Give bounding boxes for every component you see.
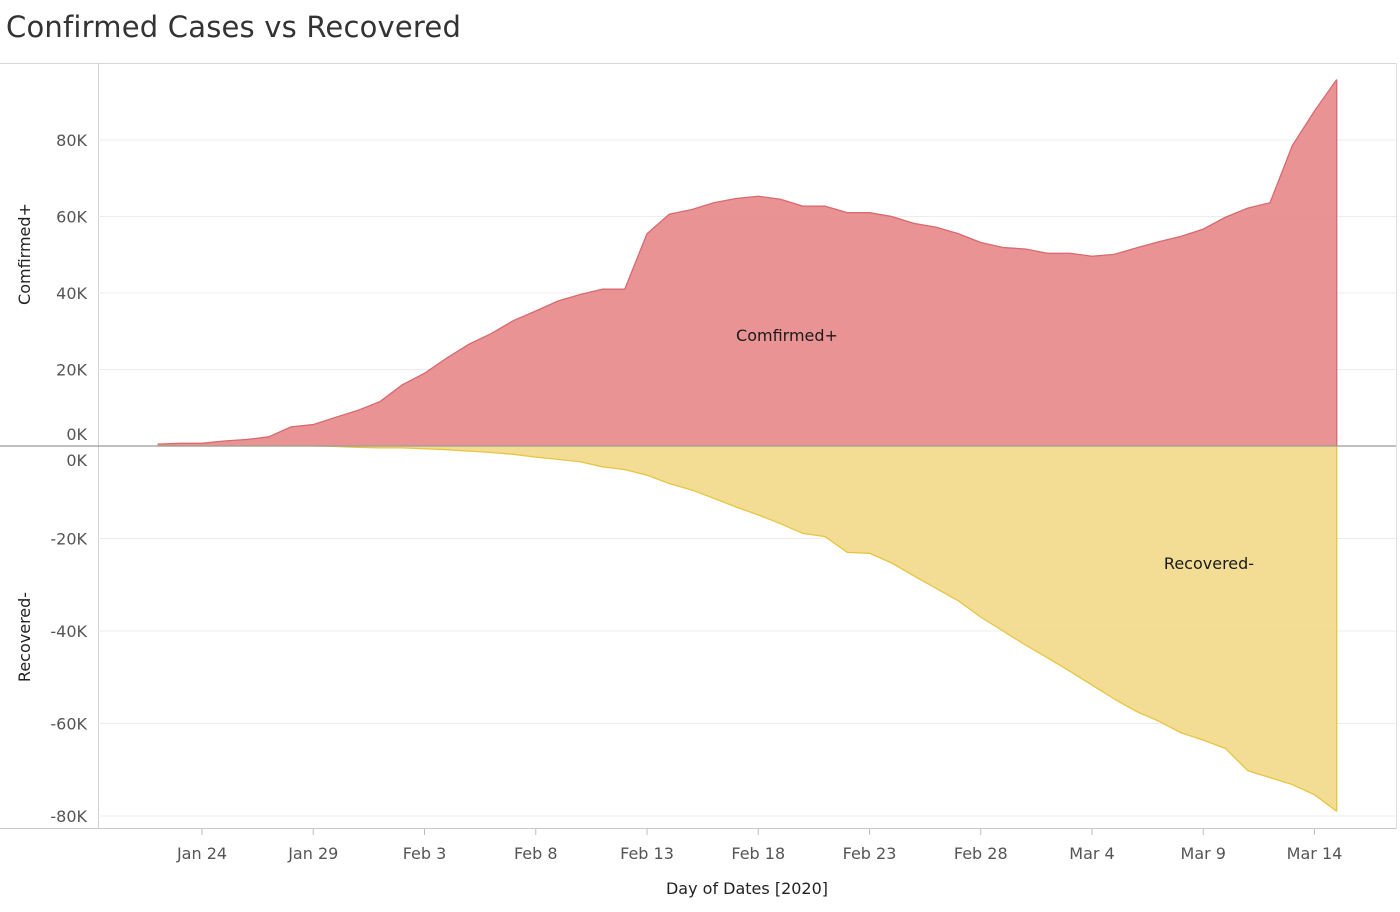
- x-tick-label-feb-13: Feb 13: [620, 844, 674, 863]
- x-tick-label-jan-29: Jan 29: [287, 844, 338, 863]
- series-line-recovered: [157, 445, 1338, 812]
- y-tick-label-recovered--40K: -40K: [50, 622, 87, 641]
- y-tick-label-confirmed-40K: 40K: [56, 284, 87, 303]
- x-tick-label-feb-23: Feb 23: [843, 844, 897, 863]
- x-axis-ticks: Jan 24 Jan 29 Feb 3 Feb 8 Feb 13 Feb 18 Feb 23…: [176, 829, 1342, 863]
- x-axis-title: Day of Dates [2020]: [666, 879, 828, 898]
- y-tick-label-recovered--80K: -80K: [50, 807, 87, 826]
- x-tick-label-feb-28: Feb 28: [954, 844, 1008, 863]
- area-recovered: [157, 446, 1337, 812]
- x-tick-label-feb-8: Feb 8: [514, 844, 558, 863]
- y-axis-title-confirmed: Comfirmed+: [15, 203, 34, 305]
- data-areas: [157, 79, 1338, 812]
- area-label-confirmed: Comfirmed+: [736, 326, 838, 345]
- y-axis-title-recovered: Recovered-: [15, 592, 34, 682]
- area-confirmed: [157, 79, 1337, 446]
- y-tick-label-confirmed-80K: 80K: [56, 131, 87, 150]
- x-tick-label-mar-14: Mar 14: [1287, 844, 1343, 863]
- x-tick-label-mar-4: Mar 4: [1069, 844, 1114, 863]
- axis-titles: Comfirmed+ Recovered- Day of Dates [2020…: [15, 203, 1254, 898]
- x-tick-label-feb-18: Feb 18: [731, 844, 785, 863]
- y-tick-label-confirmed-20K: 20K: [56, 361, 87, 380]
- x-tick-label-jan-24: Jan 24: [176, 844, 227, 863]
- y-tick-label-recovered--20K: -20K: [50, 530, 87, 549]
- y-tick-label-confirmed-0K: 0K: [66, 425, 87, 444]
- chart-title: Confirmed Cases vs Recovered: [6, 10, 462, 44]
- y-axis-ticks: 0K 20K 40K 60K 80K 0K -20K -40K -60K -80K: [50, 131, 87, 826]
- series-line-confirmed: [157, 79, 1338, 445]
- x-tick-label-mar-9: Mar 9: [1181, 844, 1226, 863]
- area-label-recovered: Recovered-: [1164, 554, 1254, 573]
- y-tick-label-recovered--60K: -60K: [50, 715, 87, 734]
- x-tick-label-feb-3: Feb 3: [403, 844, 447, 863]
- y-tick-label-confirmed-60K: 60K: [56, 208, 87, 227]
- y-tick-label-recovered-0K: 0K: [66, 451, 87, 470]
